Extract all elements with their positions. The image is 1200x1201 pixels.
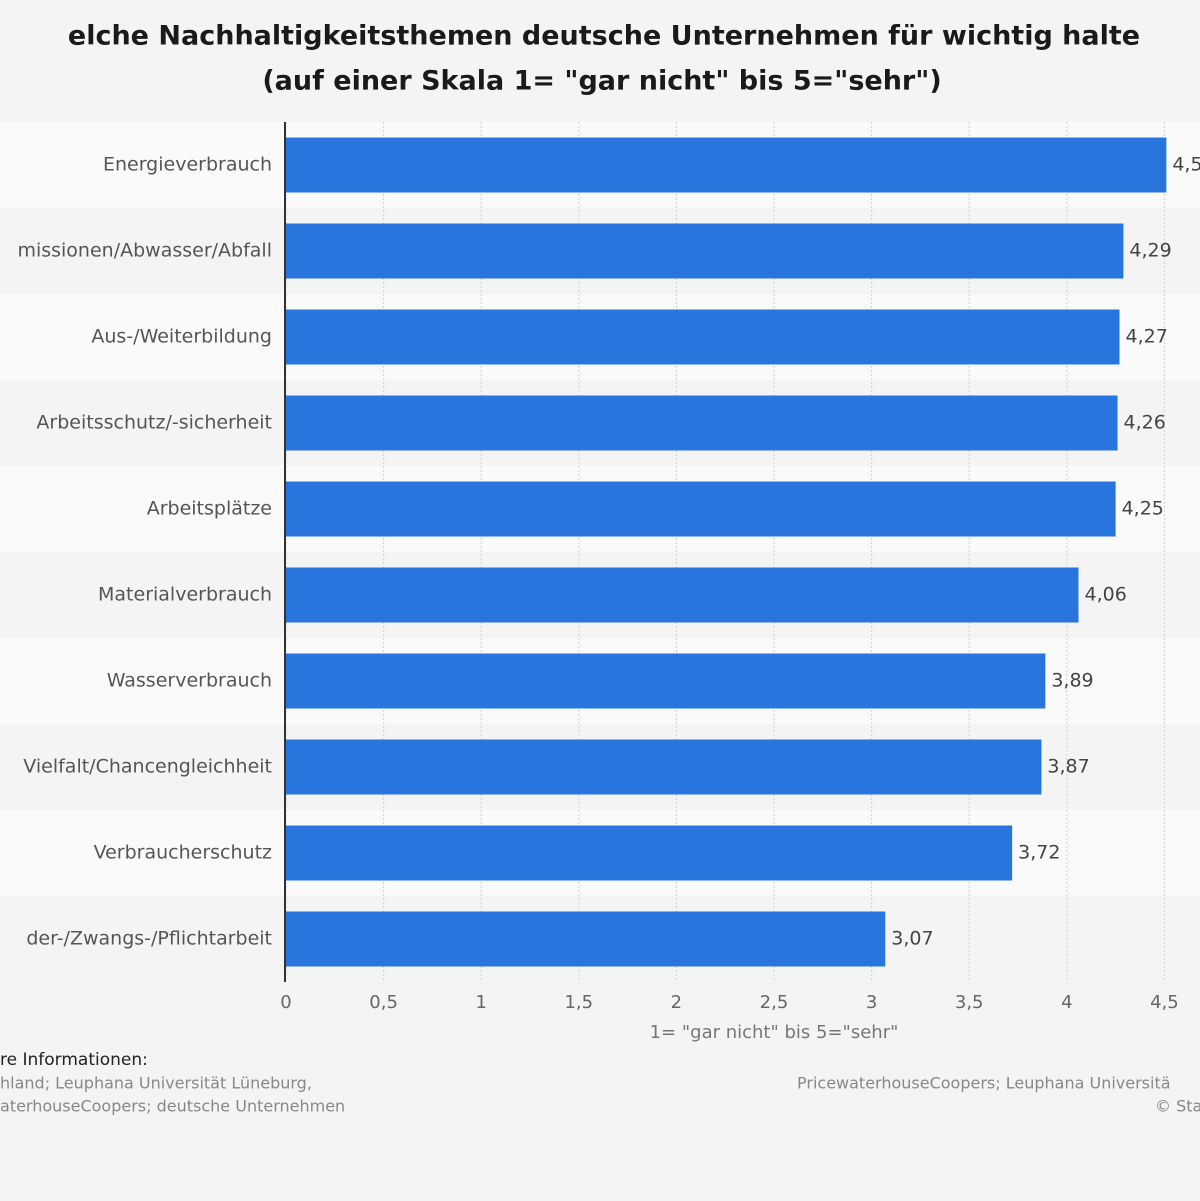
value-label: 3,89 bbox=[1051, 670, 1093, 692]
value-label: 4,27 bbox=[1126, 326, 1168, 348]
y-tick-label: Arbeitsschutz/-sicherheit bbox=[36, 412, 272, 434]
value-label: 3,07 bbox=[891, 928, 933, 950]
bar bbox=[286, 739, 1042, 795]
value-label: 3,87 bbox=[1047, 756, 1089, 778]
y-tick-label: Arbeitsplätze bbox=[147, 498, 272, 520]
chart-subtitle: (auf einer Skala 1= "gar nicht" bis 5="s… bbox=[262, 66, 941, 97]
value-label: 4,06 bbox=[1085, 584, 1127, 606]
bar bbox=[286, 137, 1167, 193]
y-tick-label: Wasserverbrauch bbox=[107, 670, 272, 692]
value-label: 3,72 bbox=[1018, 842, 1060, 864]
y-tick-label: Vielfalt/Chancengleichheit bbox=[23, 756, 272, 778]
footer-source: aterhouseCoopers; deutsche Unternehmen bbox=[0, 1097, 345, 1116]
y-tick-label: Verbraucherschutz bbox=[94, 842, 272, 864]
y-tick-label: Aus-/Weiterbildung bbox=[91, 326, 272, 348]
chart-title: elche Nachhaltigkeitsthemen deutsche Unt… bbox=[68, 21, 1140, 52]
footer-source: PricewaterhouseCoopers; Leuphana Univers… bbox=[797, 1074, 1171, 1093]
x-tick-label: 1 bbox=[475, 992, 486, 1013]
bar bbox=[286, 653, 1046, 709]
bar bbox=[286, 825, 1013, 881]
y-tick-label: Energieverbrauch bbox=[103, 154, 272, 176]
y-tick-label: Materialverbrauch bbox=[98, 584, 272, 606]
y-tick-label: der-/Zwangs-/Pflichtarbeit bbox=[26, 928, 272, 950]
value-label: 4,25 bbox=[1122, 498, 1164, 520]
bar bbox=[286, 567, 1079, 623]
x-axis-title: 1= "gar nicht" bis 5="sehr" bbox=[650, 1022, 899, 1043]
x-tick-label: 2 bbox=[671, 992, 682, 1013]
x-tick-label: 4,5 bbox=[1150, 992, 1179, 1013]
value-label: 4,29 bbox=[1129, 240, 1171, 262]
y-tick-label: missionen/Abwasser/Abfall bbox=[17, 240, 272, 262]
bar bbox=[286, 309, 1120, 365]
value-label: 4,5 bbox=[1172, 154, 1200, 176]
x-tick-label: 2,5 bbox=[760, 992, 789, 1013]
x-tick-label: 0,5 bbox=[369, 992, 398, 1013]
bar bbox=[286, 481, 1116, 537]
x-tick-label: 3 bbox=[866, 992, 877, 1013]
bar bbox=[286, 395, 1118, 451]
value-label: 4,26 bbox=[1124, 412, 1166, 434]
bars bbox=[286, 137, 1167, 967]
footer-heading: re Informationen: bbox=[0, 1050, 148, 1070]
x-tick-label: 3,5 bbox=[955, 992, 984, 1013]
x-tick-label: 1,5 bbox=[564, 992, 593, 1013]
bar bbox=[286, 911, 886, 967]
footer-source: hland; Leuphana Universität Lüneburg, bbox=[0, 1074, 312, 1093]
footer-copyright: © Sta bbox=[1155, 1097, 1200, 1116]
x-tick-label: 0 bbox=[280, 992, 291, 1013]
bar bbox=[286, 223, 1124, 279]
x-tick-label: 4 bbox=[1061, 992, 1072, 1013]
